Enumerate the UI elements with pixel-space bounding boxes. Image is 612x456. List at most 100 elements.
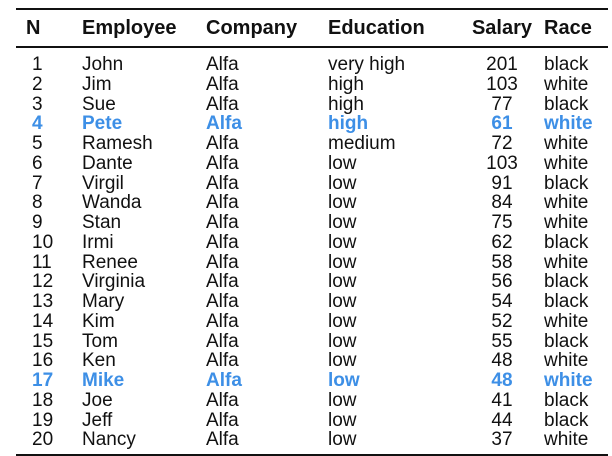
cell-n: 5 (32, 133, 43, 154)
cell-company: Alfa (206, 291, 239, 312)
cell-education: low (328, 330, 357, 352)
table-row: 14 Kim Alfa low 52 white (16, 310, 608, 332)
cell-race: white (544, 113, 593, 135)
cell-education: low (328, 350, 357, 372)
table-row: 2 Jim Alfa high 103 white (16, 73, 608, 95)
cell-education: low (328, 310, 357, 332)
cell-salary: 72 (491, 133, 513, 154)
cell-education: low (328, 291, 357, 312)
cell-race: black (544, 271, 589, 293)
cell-salary: 84 (491, 192, 513, 214)
table-row: 19 Jeff Alfa low 44 black (16, 409, 608, 431)
table-row: 13 Mary Alfa low 54 black (16, 292, 608, 312)
cell-race: white (544, 212, 589, 233)
cell-salary: 54 (491, 291, 513, 312)
cell-n: 6 (32, 152, 43, 174)
cell-n: 11 (32, 251, 52, 273)
cell-race: black (544, 389, 589, 411)
cell-employee: Virginia (82, 271, 146, 293)
cell-education: low (328, 212, 357, 233)
table-row-highlighted: 4 Pete Alfa high 61 white (16, 114, 608, 134)
table-row: 6 Dante Alfa low 103 white (16, 152, 608, 174)
cell-company: Alfa (206, 251, 239, 273)
table-row: 16 Ken Alfa low 48 white (16, 351, 608, 371)
cell-salary: 48 (491, 350, 513, 372)
cell-race: white (544, 192, 589, 214)
cell-education: low (328, 429, 357, 451)
cell-n: 7 (32, 172, 43, 194)
cell-race: white (544, 133, 589, 154)
cell-n: 18 (32, 389, 54, 411)
table-row-highlighted: 17 Mike Alfa low 48 white (16, 371, 608, 391)
cell-employee: Virgil (82, 172, 124, 194)
cell-n: 3 (32, 93, 43, 115)
cell-education: low (328, 271, 357, 293)
cell-employee: Dante (82, 152, 133, 174)
cell-company: Alfa (206, 350, 239, 372)
cell-salary: 55 (491, 330, 513, 352)
cell-company: Alfa (206, 310, 239, 332)
cell-salary: 103 (486, 73, 518, 95)
cell-company: Alfa (206, 133, 239, 154)
cell-education: low (328, 389, 357, 411)
cell-salary: 58 (491, 251, 513, 273)
cell-race: white (544, 429, 589, 451)
cell-race: black (544, 330, 589, 352)
employee-table: N Employee Company Education Salary Race… (16, 8, 608, 456)
cell-n: 16 (32, 350, 54, 372)
cell-company: Alfa (206, 54, 239, 75)
cell-education: high (328, 73, 364, 95)
cell-n: 10 (32, 231, 54, 253)
cell-n: 4 (32, 113, 43, 135)
cell-n: 15 (32, 330, 54, 352)
cell-n: 2 (32, 73, 43, 95)
cell-salary: 61 (491, 113, 513, 135)
cell-race: white (544, 310, 589, 332)
cell-salary: 37 (491, 429, 513, 451)
cell-n: 13 (32, 291, 54, 312)
cell-company: Alfa (206, 330, 239, 352)
cell-race: white (544, 73, 589, 95)
cell-employee: Mary (82, 291, 125, 312)
cell-employee: Irmi (82, 231, 114, 253)
cell-employee: Ramesh (82, 133, 153, 154)
table-row: 10 Irmi Alfa low 62 black (16, 231, 608, 253)
cell-education: low (328, 231, 357, 253)
cell-employee: Tom (82, 330, 118, 352)
table-row: 15 Tom Alfa low 55 black (16, 330, 608, 352)
cell-company: Alfa (206, 271, 239, 293)
cell-salary: 56 (491, 271, 513, 293)
table-row: 1 John Alfa very high 201 black (16, 47, 608, 75)
cell-education: very high (328, 54, 406, 75)
cell-company: Alfa (206, 231, 239, 253)
cell-employee: Renee (82, 251, 138, 273)
cell-salary: 48 (491, 370, 513, 391)
cell-company: Alfa (206, 370, 242, 391)
cell-employee: Mike (82, 370, 125, 391)
cell-race: white (544, 152, 589, 174)
cell-education: low (328, 409, 357, 431)
cell-race: black (544, 291, 589, 312)
cell-employee: Stan (82, 212, 122, 233)
header-salary: Salary (460, 9, 544, 48)
cell-salary: 91 (491, 172, 513, 194)
cell-employee: Ken (82, 350, 116, 372)
table-row: 5 Ramesh Alfa medium 72 white (16, 134, 608, 154)
table-row: 18 Joe Alfa low 41 black (16, 389, 608, 411)
cell-employee: Jim (82, 73, 112, 95)
cell-employee: Sue (82, 93, 116, 115)
cell-company: Alfa (206, 212, 239, 233)
cell-company: Alfa (206, 429, 239, 451)
cell-education: medium (328, 133, 396, 154)
cell-company: Alfa (206, 152, 239, 174)
cell-employee: Kim (82, 310, 115, 332)
cell-race: black (544, 231, 589, 253)
cell-education: low (328, 172, 357, 194)
header-row: N Employee Company Education Salary Race (16, 9, 608, 48)
cell-company: Alfa (206, 93, 239, 115)
table-row: 3 Sue Alfa high 77 black (16, 93, 608, 115)
employee-table-container: N Employee Company Education Salary Race… (16, 8, 608, 456)
cell-salary: 201 (486, 54, 518, 75)
cell-race: black (544, 172, 589, 194)
header-education: Education (328, 9, 460, 48)
